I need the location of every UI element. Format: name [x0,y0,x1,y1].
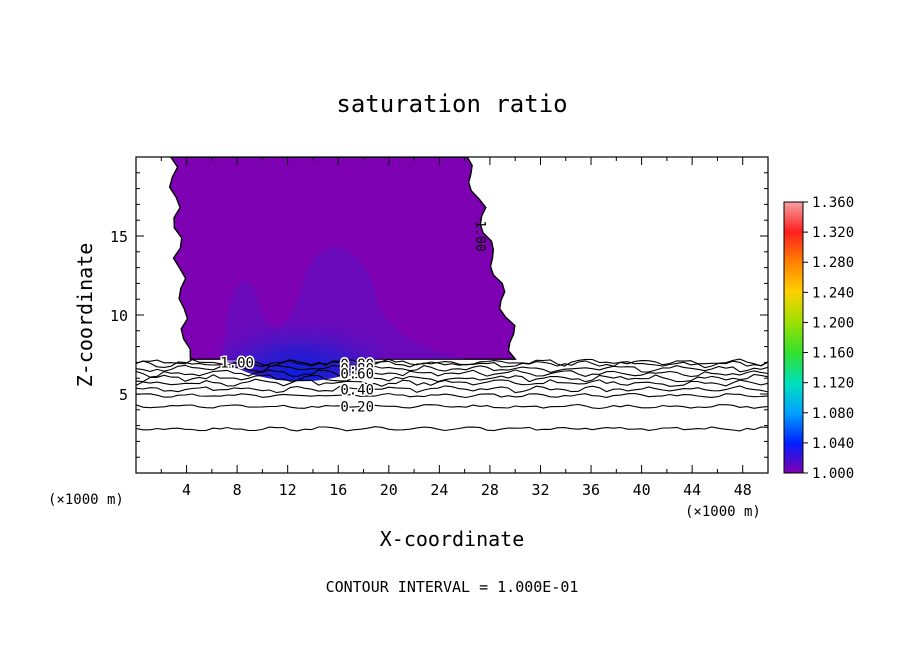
x-tick-label: 20 [380,481,398,499]
colorbar-gradient [783,201,804,474]
contour-line [136,358,768,367]
contour-line [136,378,768,387]
y-tick-label: 10 [110,307,128,325]
contour-line [136,385,768,394]
y-tick-label: 15 [110,228,128,246]
colorbar-tick-label: 1.040 [812,436,854,452]
x-axis-label: X-coordinate [380,527,525,551]
x-tick-label: 12 [279,481,297,499]
contour-line [136,369,768,378]
x-unit-right: (×1000 m) [685,504,761,520]
y-axis-label: Z-coordinate [73,243,97,388]
x-tick-label: 48 [734,481,752,499]
colorbar-tick-label: 1.120 [812,376,854,392]
colorbar-tick-label: 1.200 [812,315,854,331]
colorbar-tick-label: 1.320 [812,225,854,241]
boundary-contour-label: 1.00 [472,220,487,251]
chart-title: saturation ratio [336,90,567,118]
x-tick-label: 32 [531,481,549,499]
x-tick-label: 28 [481,481,499,499]
region-core [211,292,389,382]
colorbar-tick-label: 1.080 [812,406,854,422]
colorbar-tick-label: 1.240 [812,285,854,301]
y-tick-label: 5 [119,386,128,404]
colorbar-tick-label: 1.000 [812,466,854,482]
colorbar-tick-label: 1.360 [812,195,854,211]
plot-area: 1.00 0.800.800.600.40 0.20 [136,157,768,432]
contour-interval-note: CONTOUR INTERVAL = 1.000E-01 [326,578,579,596]
colorbar-tick-label: 1.160 [812,346,854,362]
x-tick-label: 40 [633,481,651,499]
colorbar: 1.360 1.320 1.280 1.240 1.200 1.160 1.120 1.080… [783,195,854,482]
x-axis-ticks: 4 8 12 16 20 24 28 32 36 40 44 48 [160,157,752,499]
colorbar-tick-label: 1.280 [812,255,854,271]
contour-line [136,392,768,399]
colorbar-ticks: 1.360 1.320 1.280 1.240 1.200 1.160 1.120 1.080… [803,195,854,482]
x-tick-label: 44 [683,481,701,499]
x-tick-label: 16 [329,481,347,499]
x-tick-label: 36 [582,481,600,499]
contour-lines [136,358,768,432]
contour-labels: 1.00 0.800.800.600.40 0.20 [219,354,376,417]
x-tick-label: 24 [430,481,448,499]
contour-line [136,403,768,410]
contour-label: 1.00 [220,355,254,371]
x-tick-label: 8 [233,481,242,499]
y-axis-ticks: 5 10 15 [110,172,768,458]
x-unit-left: (×1000 m) [48,492,124,508]
contour-line [136,426,768,432]
contour-label: 0.20 [340,400,374,416]
contour-line [136,359,768,369]
contour-label: 0.80 [340,362,374,378]
contour-line [136,364,768,373]
contour-label: 0.40 [340,382,374,398]
contour-label: 0.80 [340,357,374,373]
x-tick-label: 4 [182,481,191,499]
contour-label: 0.60 [340,367,374,383]
contour-line [136,373,768,383]
